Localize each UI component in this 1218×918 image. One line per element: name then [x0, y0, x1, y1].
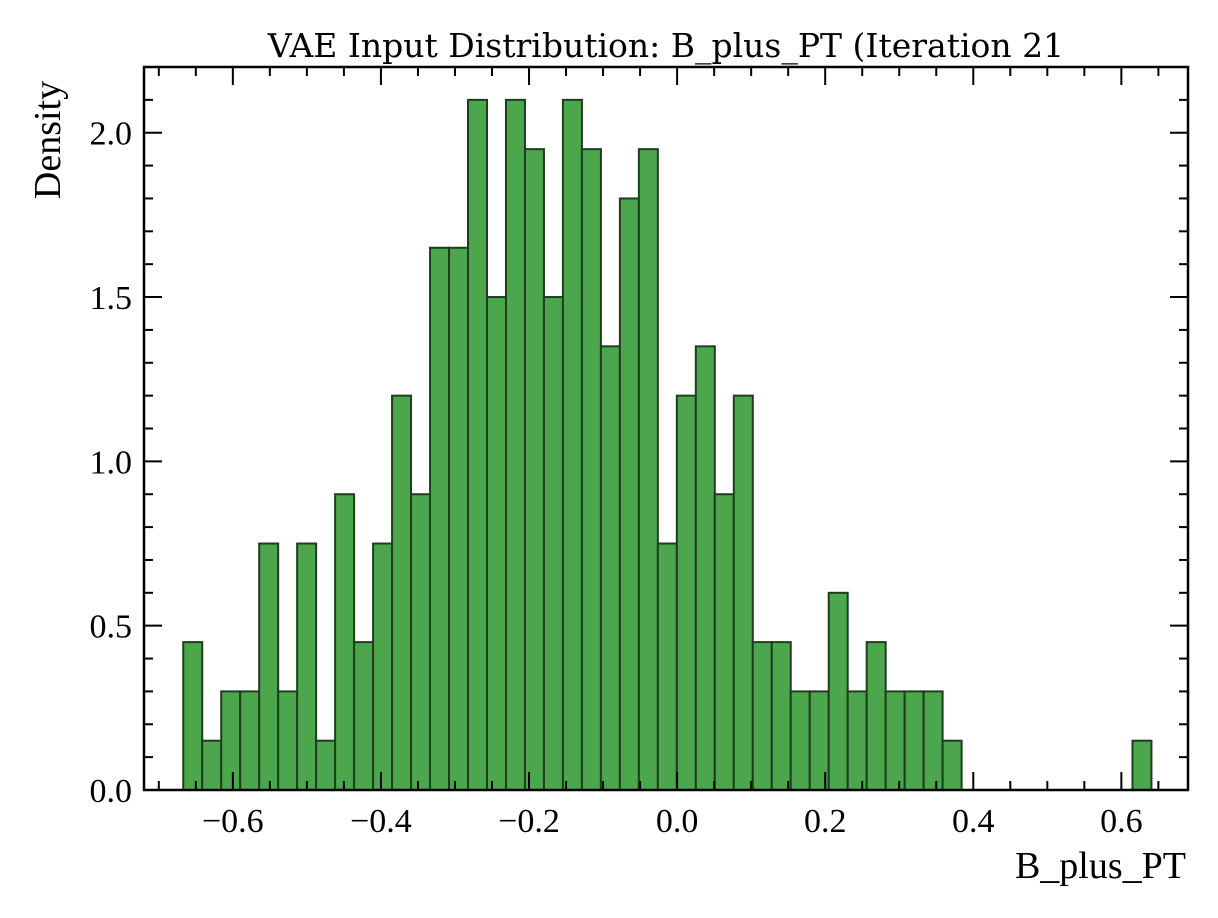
histogram-bar [504, 98, 526, 791]
histogram-bar [201, 739, 223, 791]
histogram-bar [694, 345, 716, 791]
histogram-bars [182, 98, 1153, 792]
histogram-bar [789, 690, 811, 792]
histogram-bar [884, 690, 906, 792]
y-tick-label: 0.5 [90, 609, 133, 646]
x-axis-label: B_plus_PT [1015, 845, 1186, 887]
histogram-bar [675, 394, 697, 791]
histogram-bar [315, 739, 337, 791]
histogram-bar [429, 246, 451, 791]
x-tick-label: −0.2 [498, 803, 560, 840]
histogram-bar [334, 493, 356, 791]
histogram-bar [542, 296, 564, 791]
histogram-bar [903, 690, 925, 792]
histogram-bar [561, 98, 583, 791]
histogram-bar [599, 345, 621, 791]
histogram-bar [770, 641, 792, 792]
histogram-bar [713, 493, 735, 791]
x-tick-label: −0.6 [202, 803, 264, 840]
histogram-bar [922, 690, 944, 792]
x-tick-label: 0.0 [656, 803, 699, 840]
histogram-bar [580, 148, 602, 791]
x-tick-label: 0.6 [1100, 803, 1143, 840]
histogram-bar [448, 246, 470, 791]
histogram-bar [353, 641, 375, 792]
histogram-bar [182, 641, 204, 792]
y-tick-label: 1.5 [90, 280, 133, 317]
histogram-bar [732, 394, 754, 791]
histogram-bar [372, 542, 394, 791]
x-tick-label: −0.4 [350, 803, 412, 840]
histogram-bar [239, 690, 261, 792]
histogram-bar [618, 197, 640, 792]
chart-title: VAE Input Distribution: B_plus_PT (Itera… [267, 26, 1064, 66]
y-tick-label: 1.0 [90, 444, 133, 481]
histogram-bar [258, 542, 280, 791]
x-tick-label: 0.2 [804, 803, 847, 840]
histogram-bar [865, 641, 887, 792]
plot-frame [142, 65, 1190, 792]
y-axis-label: Density [27, 81, 69, 199]
histogram-bar [846, 690, 868, 792]
histogram-bar [391, 394, 413, 791]
histogram-bar [1131, 739, 1153, 791]
histogram-bar [523, 148, 545, 791]
histogram-bar [485, 296, 507, 791]
histogram-bar [751, 641, 773, 792]
x-tick-label: 0.4 [952, 803, 995, 840]
tick-labels: −0.6 −0.4 −0.2 0.0 0.2 0.4 0.6 0.0 0.5 1.0 1.5 2.0 [90, 116, 1143, 840]
histogram-bar [467, 98, 488, 791]
histogram-bar [941, 739, 963, 791]
histogram-bar [827, 591, 849, 791]
y-tick-label: 2.0 [90, 116, 133, 153]
histogram-bar [656, 542, 678, 791]
histogram-bar [277, 690, 299, 792]
histogram-bar [637, 148, 659, 791]
histogram-bar [410, 493, 432, 791]
y-tick-label: 0.0 [90, 773, 133, 810]
histogram-bar [220, 690, 242, 792]
histogram-bar [296, 542, 318, 791]
